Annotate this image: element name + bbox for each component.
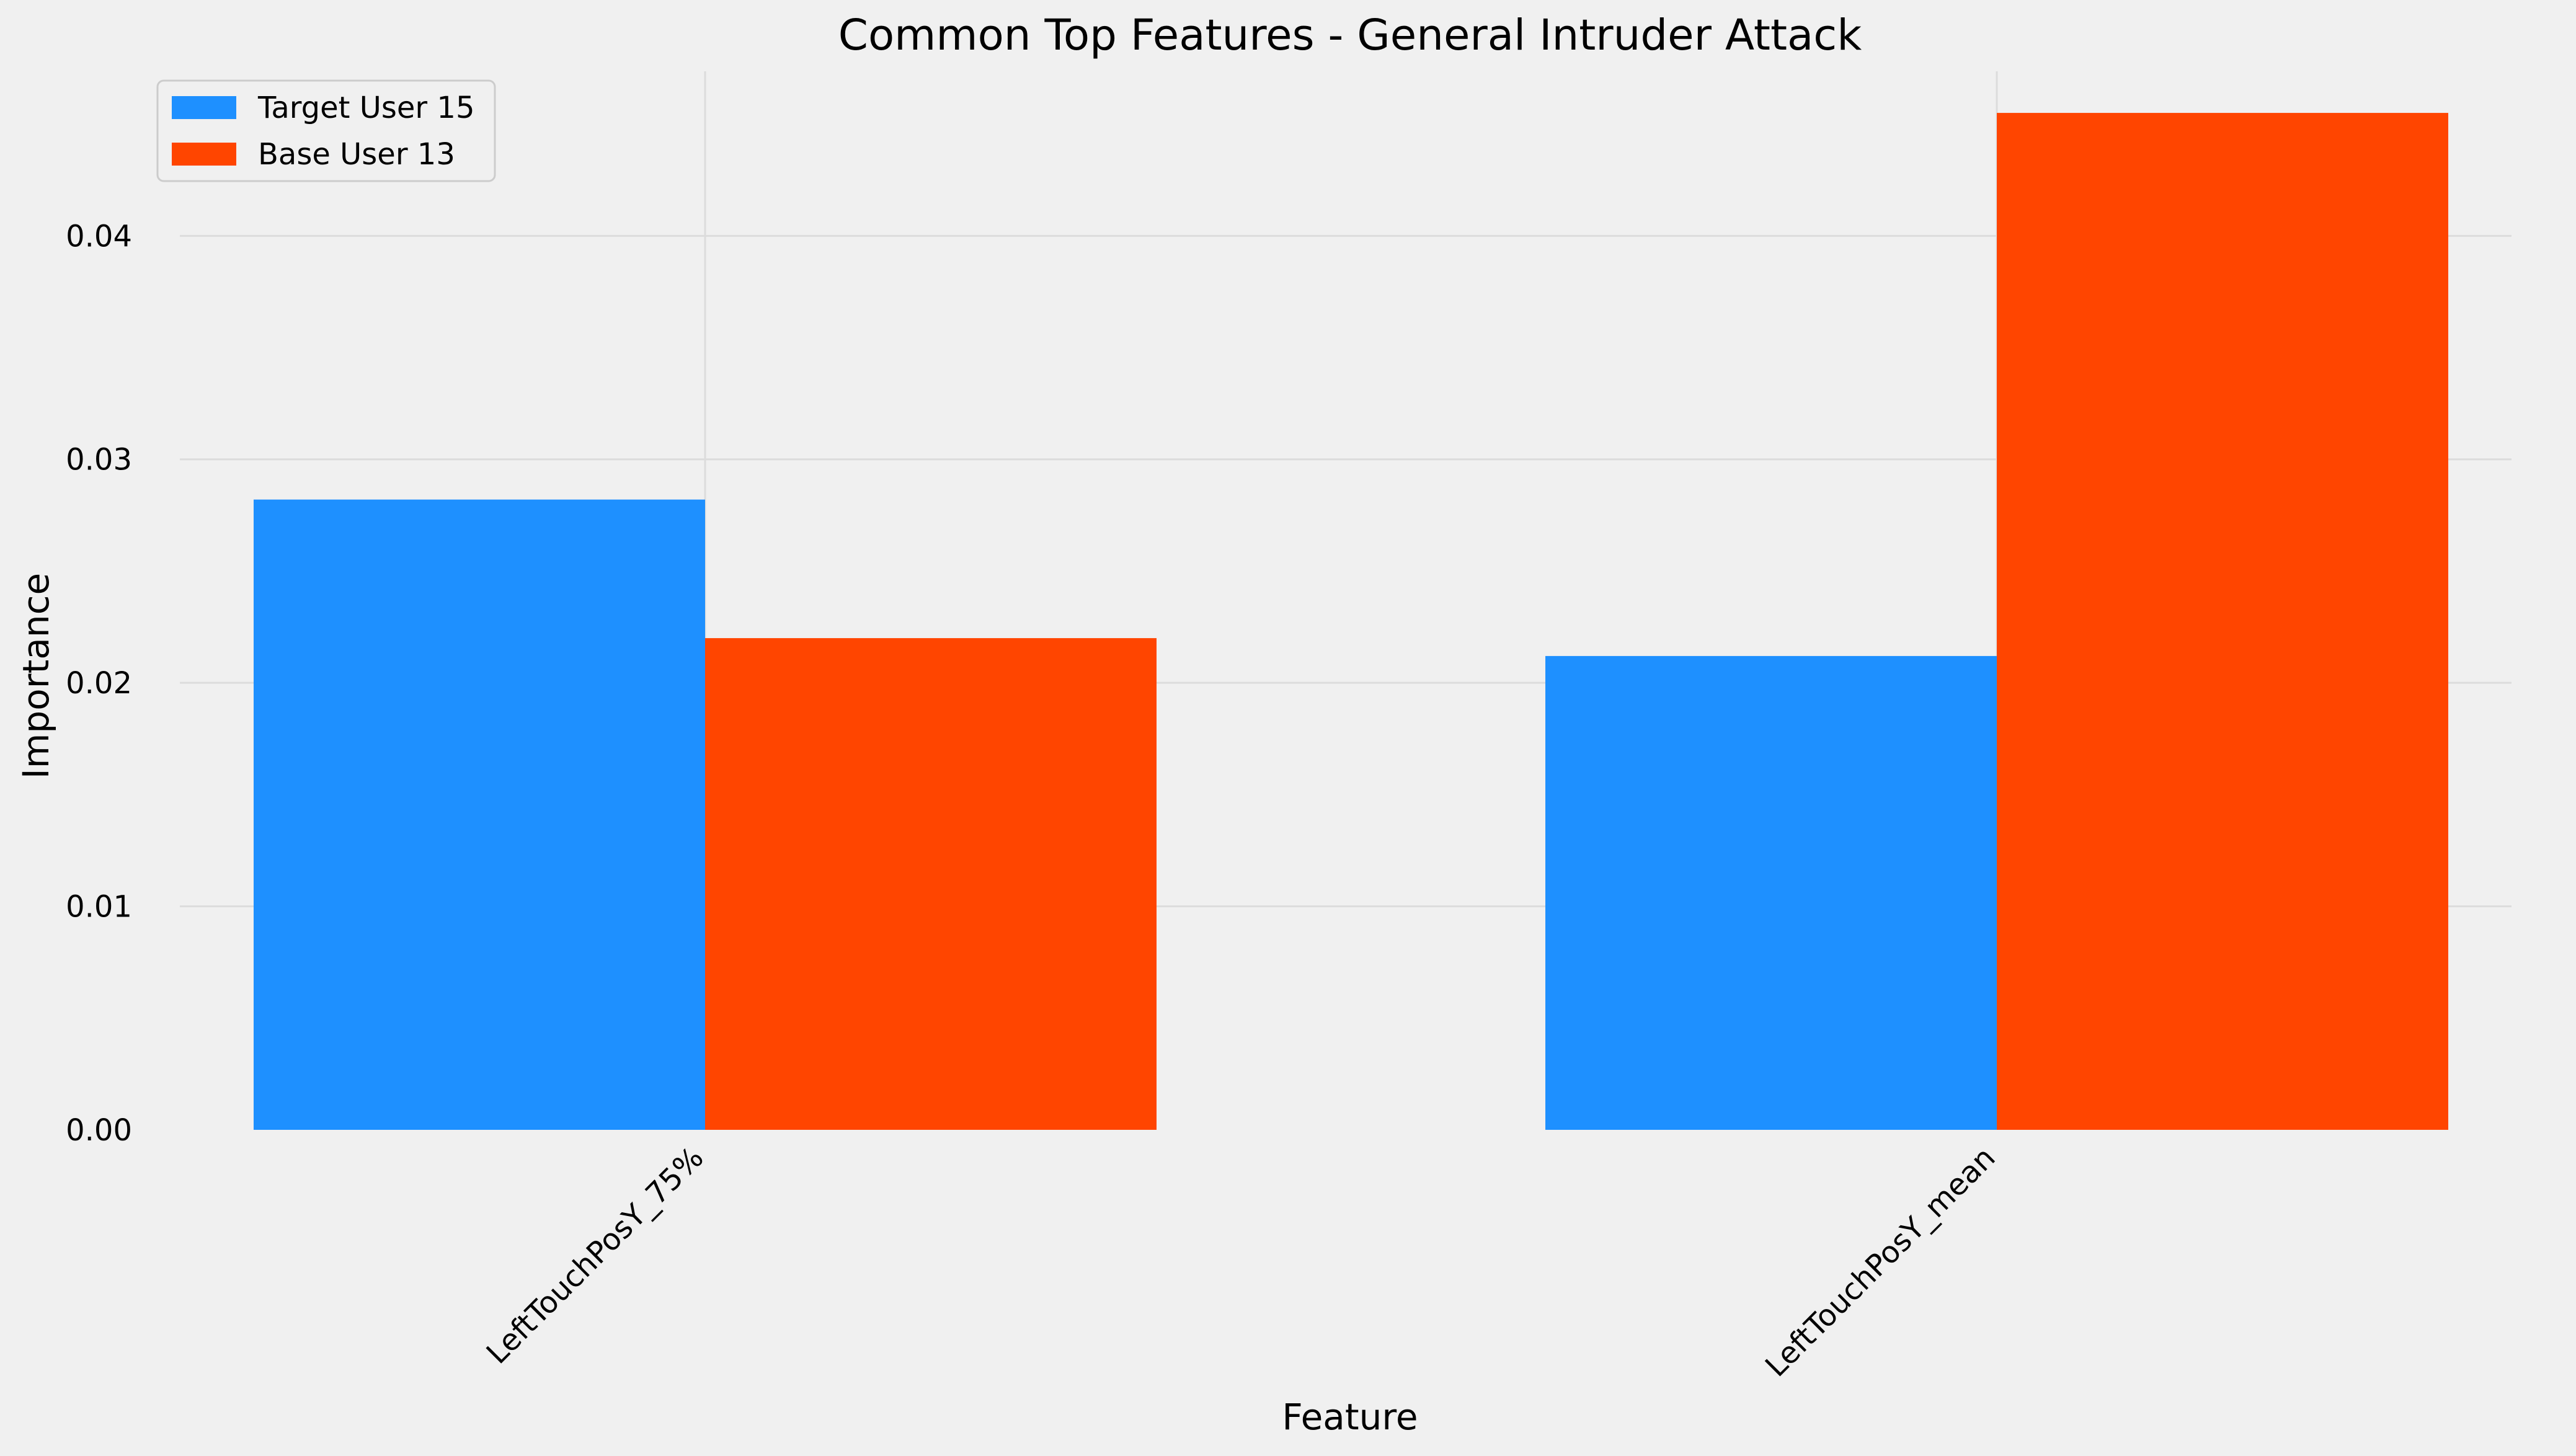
y-tick-label: 0.04	[66, 219, 132, 254]
legend-box	[156, 79, 496, 182]
x-axis-label: Feature	[1282, 1396, 1418, 1438]
bars	[254, 113, 2448, 1130]
bar-target-user-15-lefttouchposy-75pct	[254, 499, 705, 1130]
legend-label-target-user: Target User 15	[257, 91, 475, 125]
legend-swatch-base-user	[172, 143, 236, 166]
legend-label-base-user: Base User 13	[258, 137, 455, 172]
y-axis-ticks: 0.00 0.01 0.02 0.03 0.04	[66, 219, 132, 1148]
y-tick-label: 0.00	[66, 1113, 132, 1148]
y-tick-label: 0.03	[66, 443, 132, 477]
y-axis-label: Importance	[15, 573, 57, 779]
legend: Target User 15 Base User 13	[156, 79, 496, 182]
chart-title: Common Top Features - General Intruder A…	[838, 11, 1862, 60]
y-tick-label: 0.01	[66, 890, 132, 925]
y-tick-label: 0.02	[66, 666, 132, 701]
legend-swatch-target-user	[172, 96, 236, 119]
bar-target-user-15-lefttouchposy-mean	[1545, 655, 1997, 1130]
bar-base-user-13-lefttouchposy-75pct	[705, 638, 1157, 1130]
bar-base-user-13-lefttouchposy-mean	[1997, 113, 2448, 1130]
